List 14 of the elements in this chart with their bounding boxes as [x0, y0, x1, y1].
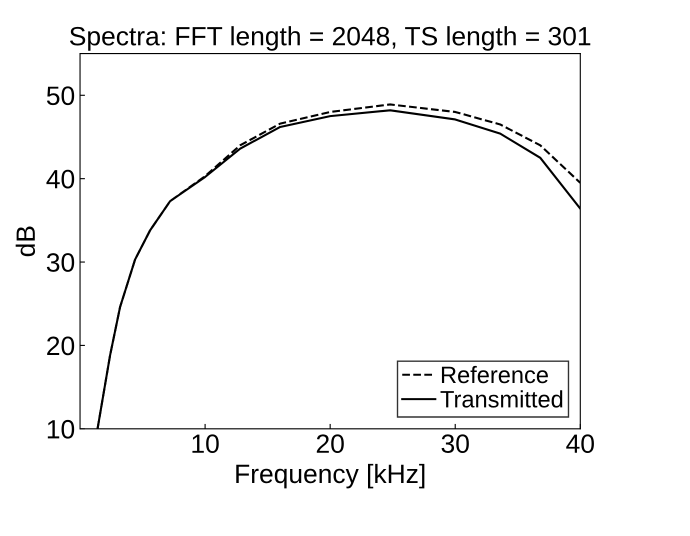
x-axis-title: Frequency [kHz]	[236, 464, 424, 488]
x-tick-label: 30	[442, 434, 469, 454]
legend-label: Transmitted	[440, 390, 562, 408]
y-tick-label: 40	[46, 170, 74, 188]
y-tick-label: 10	[48, 420, 74, 439]
legend-label: Reference	[442, 366, 548, 384]
y-tick-label: 30	[46, 253, 74, 272]
y-tick-label: 20	[47, 336, 74, 356]
x-tick-label: 20	[316, 434, 344, 454]
y-tick-label: 50	[46, 86, 74, 106]
x-tick-label: 10	[192, 434, 219, 454]
x-tick-label: 40	[566, 434, 594, 454]
y-axis-title: dB	[16, 226, 36, 256]
chart-title: Spectra: FFT length = 2048, TS length = 301	[70, 26, 590, 51]
